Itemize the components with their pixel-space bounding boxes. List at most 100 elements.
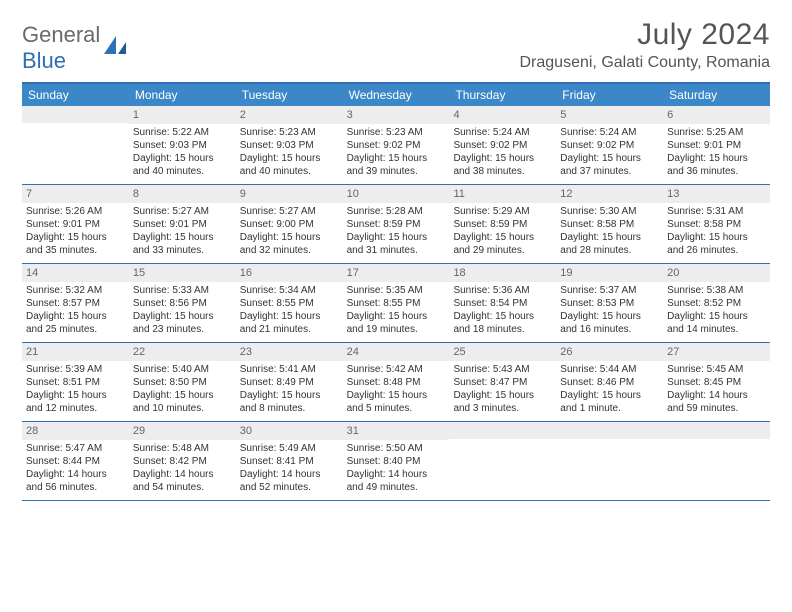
sunrise-text: Sunrise: 5:49 AM bbox=[240, 442, 339, 455]
day-cell: 17Sunrise: 5:35 AMSunset: 8:55 PMDayligh… bbox=[343, 264, 450, 342]
logo-text: GeneralBlue bbox=[22, 22, 100, 74]
day-number: 25 bbox=[449, 343, 556, 361]
sunrise-text: Sunrise: 5:37 AM bbox=[560, 284, 659, 297]
title-block: July 2024 Draguseni, Galati County, Roma… bbox=[520, 18, 771, 72]
daylight-text: Daylight: 15 hours and 16 minutes. bbox=[560, 310, 659, 336]
day-number: 13 bbox=[663, 185, 770, 203]
day-cell: 31Sunrise: 5:50 AMSunset: 8:40 PMDayligh… bbox=[343, 422, 450, 500]
sunset-text: Sunset: 8:57 PM bbox=[26, 297, 125, 310]
day-number bbox=[556, 422, 663, 439]
day-body: Sunrise: 5:49 AMSunset: 8:41 PMDaylight:… bbox=[236, 440, 343, 498]
day-cell: 7Sunrise: 5:26 AMSunset: 9:01 PMDaylight… bbox=[22, 185, 129, 263]
day-number: 7 bbox=[22, 185, 129, 203]
sunrise-text: Sunrise: 5:23 AM bbox=[347, 126, 446, 139]
sunrise-text: Sunrise: 5:36 AM bbox=[453, 284, 552, 297]
sunrise-text: Sunrise: 5:42 AM bbox=[347, 363, 446, 376]
day-body: Sunrise: 5:48 AMSunset: 8:42 PMDaylight:… bbox=[129, 440, 236, 498]
day-cell: 22Sunrise: 5:40 AMSunset: 8:50 PMDayligh… bbox=[129, 343, 236, 421]
day-body: Sunrise: 5:39 AMSunset: 8:51 PMDaylight:… bbox=[22, 361, 129, 419]
logo-sail-icon bbox=[102, 34, 130, 61]
daylight-text: Daylight: 15 hours and 18 minutes. bbox=[453, 310, 552, 336]
sunrise-text: Sunrise: 5:48 AM bbox=[133, 442, 232, 455]
sunset-text: Sunset: 8:55 PM bbox=[240, 297, 339, 310]
day-number: 15 bbox=[129, 264, 236, 282]
day-cell: 25Sunrise: 5:43 AMSunset: 8:47 PMDayligh… bbox=[449, 343, 556, 421]
day-number: 23 bbox=[236, 343, 343, 361]
sunrise-text: Sunrise: 5:24 AM bbox=[560, 126, 659, 139]
day-number: 30 bbox=[236, 422, 343, 440]
day-body: Sunrise: 5:38 AMSunset: 8:52 PMDaylight:… bbox=[663, 282, 770, 340]
daylight-text: Daylight: 15 hours and 35 minutes. bbox=[26, 231, 125, 257]
day-number: 26 bbox=[556, 343, 663, 361]
sunset-text: Sunset: 8:41 PM bbox=[240, 455, 339, 468]
daylight-text: Daylight: 15 hours and 10 minutes. bbox=[133, 389, 232, 415]
header: GeneralBlue July 2024 Draguseni, Galati … bbox=[22, 18, 770, 74]
day-number: 8 bbox=[129, 185, 236, 203]
day-body: Sunrise: 5:27 AMSunset: 9:01 PMDaylight:… bbox=[129, 203, 236, 261]
daylight-text: Daylight: 15 hours and 3 minutes. bbox=[453, 389, 552, 415]
day-number: 1 bbox=[129, 106, 236, 124]
day-body: Sunrise: 5:45 AMSunset: 8:45 PMDaylight:… bbox=[663, 361, 770, 419]
daylight-text: Daylight: 15 hours and 38 minutes. bbox=[453, 152, 552, 178]
day-header-saturday: Saturday bbox=[663, 84, 770, 106]
daylight-text: Daylight: 14 hours and 59 minutes. bbox=[667, 389, 766, 415]
day-cell: 30Sunrise: 5:49 AMSunset: 8:41 PMDayligh… bbox=[236, 422, 343, 500]
logo: GeneralBlue bbox=[22, 18, 130, 74]
sunset-text: Sunset: 9:01 PM bbox=[26, 218, 125, 231]
day-cell: 28Sunrise: 5:47 AMSunset: 8:44 PMDayligh… bbox=[22, 422, 129, 500]
sunrise-text: Sunrise: 5:26 AM bbox=[26, 205, 125, 218]
day-cell: 8Sunrise: 5:27 AMSunset: 9:01 PMDaylight… bbox=[129, 185, 236, 263]
day-body: Sunrise: 5:28 AMSunset: 8:59 PMDaylight:… bbox=[343, 203, 450, 261]
day-header-thursday: Thursday bbox=[449, 84, 556, 106]
sunset-text: Sunset: 9:02 PM bbox=[560, 139, 659, 152]
day-cell bbox=[449, 422, 556, 500]
day-number: 6 bbox=[663, 106, 770, 124]
day-header-friday: Friday bbox=[556, 84, 663, 106]
day-cell: 16Sunrise: 5:34 AMSunset: 8:55 PMDayligh… bbox=[236, 264, 343, 342]
day-body: Sunrise: 5:43 AMSunset: 8:47 PMDaylight:… bbox=[449, 361, 556, 419]
daylight-text: Daylight: 15 hours and 29 minutes. bbox=[453, 231, 552, 257]
day-body: Sunrise: 5:37 AMSunset: 8:53 PMDaylight:… bbox=[556, 282, 663, 340]
sunrise-text: Sunrise: 5:27 AM bbox=[133, 205, 232, 218]
day-body: Sunrise: 5:35 AMSunset: 8:55 PMDaylight:… bbox=[343, 282, 450, 340]
sunset-text: Sunset: 8:59 PM bbox=[347, 218, 446, 231]
sunset-text: Sunset: 8:49 PM bbox=[240, 376, 339, 389]
day-body: Sunrise: 5:26 AMSunset: 9:01 PMDaylight:… bbox=[22, 203, 129, 261]
sunrise-text: Sunrise: 5:33 AM bbox=[133, 284, 232, 297]
sunrise-text: Sunrise: 5:44 AM bbox=[560, 363, 659, 376]
day-cell: 26Sunrise: 5:44 AMSunset: 8:46 PMDayligh… bbox=[556, 343, 663, 421]
daylight-text: Daylight: 15 hours and 39 minutes. bbox=[347, 152, 446, 178]
sunrise-text: Sunrise: 5:28 AM bbox=[347, 205, 446, 218]
day-cell: 20Sunrise: 5:38 AMSunset: 8:52 PMDayligh… bbox=[663, 264, 770, 342]
daylight-text: Daylight: 15 hours and 37 minutes. bbox=[560, 152, 659, 178]
day-cell: 10Sunrise: 5:28 AMSunset: 8:59 PMDayligh… bbox=[343, 185, 450, 263]
day-number bbox=[449, 422, 556, 439]
sunrise-text: Sunrise: 5:23 AM bbox=[240, 126, 339, 139]
sunset-text: Sunset: 8:54 PM bbox=[453, 297, 552, 310]
sunrise-text: Sunrise: 5:38 AM bbox=[667, 284, 766, 297]
daylight-text: Daylight: 15 hours and 40 minutes. bbox=[133, 152, 232, 178]
day-number: 14 bbox=[22, 264, 129, 282]
day-body: Sunrise: 5:24 AMSunset: 9:02 PMDaylight:… bbox=[556, 124, 663, 182]
day-number: 4 bbox=[449, 106, 556, 124]
daylight-text: Daylight: 14 hours and 54 minutes. bbox=[133, 468, 232, 494]
sunset-text: Sunset: 8:44 PM bbox=[26, 455, 125, 468]
weeks-container: 1Sunrise: 5:22 AMSunset: 9:03 PMDaylight… bbox=[22, 106, 770, 501]
day-cell bbox=[556, 422, 663, 500]
day-cell: 1Sunrise: 5:22 AMSunset: 9:03 PMDaylight… bbox=[129, 106, 236, 184]
sunset-text: Sunset: 8:58 PM bbox=[667, 218, 766, 231]
day-body: Sunrise: 5:27 AMSunset: 9:00 PMDaylight:… bbox=[236, 203, 343, 261]
sunset-text: Sunset: 9:01 PM bbox=[133, 218, 232, 231]
day-body: Sunrise: 5:32 AMSunset: 8:57 PMDaylight:… bbox=[22, 282, 129, 340]
day-cell: 29Sunrise: 5:48 AMSunset: 8:42 PMDayligh… bbox=[129, 422, 236, 500]
day-cell: 11Sunrise: 5:29 AMSunset: 8:59 PMDayligh… bbox=[449, 185, 556, 263]
day-cell: 13Sunrise: 5:31 AMSunset: 8:58 PMDayligh… bbox=[663, 185, 770, 263]
sunset-text: Sunset: 8:45 PM bbox=[667, 376, 766, 389]
daylight-text: Daylight: 14 hours and 49 minutes. bbox=[347, 468, 446, 494]
day-cell: 14Sunrise: 5:32 AMSunset: 8:57 PMDayligh… bbox=[22, 264, 129, 342]
sunset-text: Sunset: 8:48 PM bbox=[347, 376, 446, 389]
week-row: 1Sunrise: 5:22 AMSunset: 9:03 PMDaylight… bbox=[22, 106, 770, 185]
sunset-text: Sunset: 8:52 PM bbox=[667, 297, 766, 310]
sunset-text: Sunset: 9:00 PM bbox=[240, 218, 339, 231]
day-header-tuesday: Tuesday bbox=[236, 84, 343, 106]
